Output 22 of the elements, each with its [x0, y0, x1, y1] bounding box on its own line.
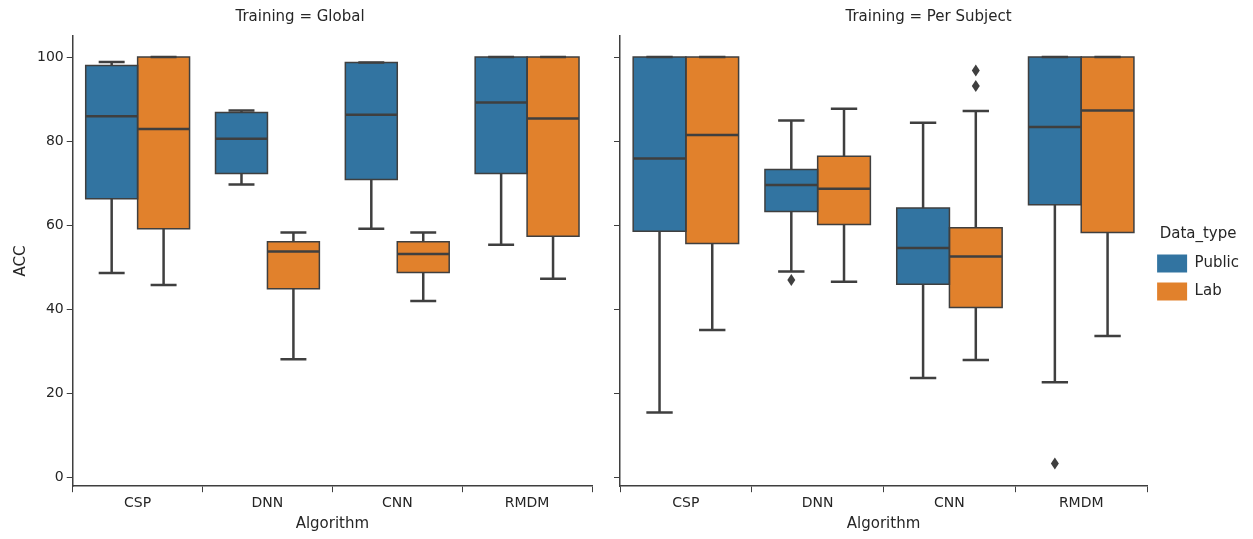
- x-tick-label: CNN: [934, 494, 965, 511]
- y-axis-title: ACC: [10, 245, 29, 277]
- y-tick-label: 80: [45, 131, 64, 148]
- x-tick-label: RMDM: [504, 494, 550, 511]
- legend-label: Public: [1194, 253, 1240, 272]
- y-tick-label: 100: [36, 47, 64, 64]
- legend-title: Data_type: [1159, 223, 1237, 243]
- x-tick-label: CSP: [672, 494, 700, 511]
- chart-title: Training = Global: [234, 6, 365, 25]
- x-tick-label: DNN: [251, 494, 284, 511]
- x-tick-label: CNN: [381, 494, 413, 511]
- x-axis-title: Algorithm: [295, 513, 370, 532]
- x-tick-label: RMDM: [1058, 494, 1104, 511]
- x-axis-title: Algorithm: [846, 513, 921, 532]
- x-tick-label: DNN: [801, 494, 834, 511]
- x-tick-label: CSP: [124, 494, 152, 511]
- y-tick-label: 40: [45, 300, 64, 317]
- y-tick-label: 20: [45, 384, 64, 401]
- y-tick-label: 0: [54, 468, 64, 485]
- chart-title: Training = Per Subject: [844, 6, 1012, 25]
- y-tick-label: 60: [45, 215, 64, 232]
- legend-label: Lab: [1194, 281, 1222, 300]
